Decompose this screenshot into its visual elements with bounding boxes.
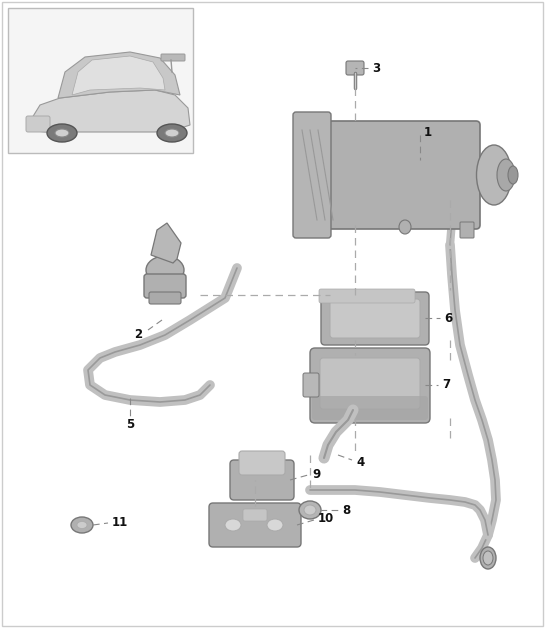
Ellipse shape xyxy=(55,129,69,137)
Text: 1: 1 xyxy=(424,126,432,139)
FancyBboxPatch shape xyxy=(239,451,285,475)
Polygon shape xyxy=(28,90,190,132)
Text: 6: 6 xyxy=(444,311,452,325)
Ellipse shape xyxy=(146,256,184,284)
Text: 8: 8 xyxy=(342,504,350,516)
FancyBboxPatch shape xyxy=(144,274,186,298)
Polygon shape xyxy=(58,52,180,98)
Ellipse shape xyxy=(497,159,515,191)
FancyBboxPatch shape xyxy=(303,373,319,397)
Ellipse shape xyxy=(77,521,87,529)
Ellipse shape xyxy=(47,124,77,142)
Ellipse shape xyxy=(165,129,179,137)
FancyBboxPatch shape xyxy=(209,503,301,547)
Text: 4: 4 xyxy=(356,455,364,468)
FancyBboxPatch shape xyxy=(319,289,415,303)
FancyBboxPatch shape xyxy=(161,54,185,61)
FancyBboxPatch shape xyxy=(8,8,193,153)
FancyBboxPatch shape xyxy=(310,348,430,423)
FancyBboxPatch shape xyxy=(321,292,429,345)
Text: 3: 3 xyxy=(372,62,380,75)
Ellipse shape xyxy=(480,547,496,569)
Text: 5: 5 xyxy=(126,418,134,431)
Ellipse shape xyxy=(399,220,411,234)
FancyBboxPatch shape xyxy=(460,222,474,238)
Ellipse shape xyxy=(267,519,283,531)
FancyBboxPatch shape xyxy=(330,299,420,338)
Polygon shape xyxy=(151,223,181,263)
FancyBboxPatch shape xyxy=(293,112,331,238)
Text: 11: 11 xyxy=(112,516,128,529)
Ellipse shape xyxy=(304,505,316,515)
Text: 10: 10 xyxy=(318,511,334,524)
FancyBboxPatch shape xyxy=(230,460,294,500)
FancyBboxPatch shape xyxy=(320,358,420,409)
Text: 9: 9 xyxy=(312,468,320,482)
FancyBboxPatch shape xyxy=(320,121,480,229)
Ellipse shape xyxy=(225,519,241,531)
Ellipse shape xyxy=(483,551,493,565)
FancyBboxPatch shape xyxy=(312,396,428,420)
Ellipse shape xyxy=(476,145,512,205)
Text: 7: 7 xyxy=(442,379,450,391)
FancyBboxPatch shape xyxy=(346,61,364,75)
FancyBboxPatch shape xyxy=(26,116,50,132)
Ellipse shape xyxy=(508,166,518,184)
Text: 2: 2 xyxy=(134,328,142,342)
Ellipse shape xyxy=(71,517,93,533)
FancyBboxPatch shape xyxy=(149,292,181,304)
Ellipse shape xyxy=(157,124,187,142)
Polygon shape xyxy=(72,56,165,95)
FancyBboxPatch shape xyxy=(243,509,267,521)
Ellipse shape xyxy=(299,501,321,519)
